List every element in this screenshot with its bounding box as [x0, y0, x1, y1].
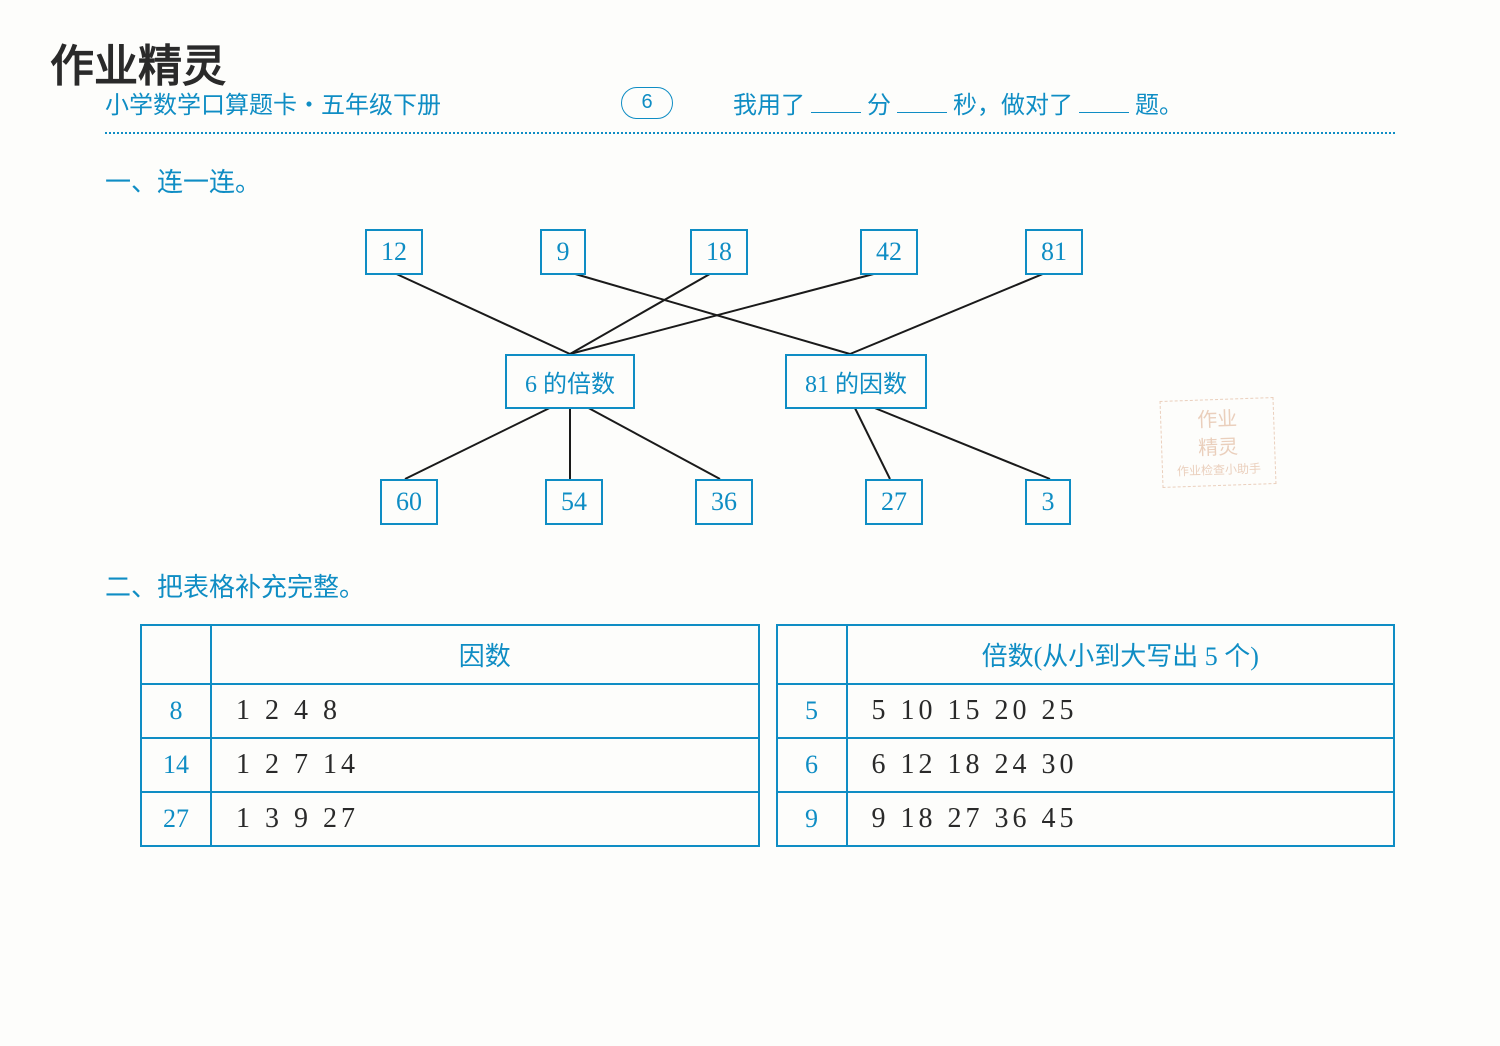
node-n42: 42: [860, 229, 918, 275]
th-blank-left: [141, 625, 211, 684]
left-number: 14: [141, 738, 211, 792]
left-number: 27: [141, 792, 211, 846]
node-n81: 81: [1025, 229, 1083, 275]
node-m6: 6 的倍数: [505, 354, 635, 409]
edge-n18-m6: [570, 271, 715, 354]
th-blank-right: [777, 625, 847, 684]
table-row: 141 2 7 14 66 12 18 24 30: [141, 738, 1394, 792]
left-number: 8: [141, 684, 211, 738]
right-answer: 9 18 27 36 45: [847, 792, 1395, 846]
edge-n12-m6: [390, 271, 570, 354]
score-line: 我用了 分 秒，做对了 题。: [733, 85, 1440, 120]
table-gap: [759, 738, 777, 792]
section2-title: 二、把表格补充完整。: [105, 567, 1440, 604]
right-number: 6: [777, 738, 847, 792]
factors-multiples-table: 因数倍数(从小到大写出 5 个)81 2 4 855 10 15 20 2514…: [140, 624, 1395, 847]
table-row: 271 3 9 27 99 18 27 36 45: [141, 792, 1394, 846]
table-row: 81 2 4 8 55 10 15 20 25: [141, 684, 1394, 738]
node-n27: 27: [865, 479, 923, 525]
minute-label: 分: [867, 85, 891, 120]
node-n18: 18: [690, 229, 748, 275]
node-f81: 81 的因数: [785, 354, 927, 409]
edge-m6-n36: [570, 398, 720, 479]
minutes-blank: [811, 91, 861, 113]
th-factors: 因数: [211, 625, 759, 684]
edge-n81-f81: [850, 271, 1050, 354]
left-answer: 1 2 7 14: [211, 738, 759, 792]
edge-m6-n60: [405, 398, 570, 479]
node-n3: 3: [1025, 479, 1071, 525]
left-answer: 1 2 4 8: [211, 684, 759, 738]
edge-n9-f81: [565, 271, 850, 354]
node-n12: 12: [365, 229, 423, 275]
watermark: 作业 精灵 作业检查小助手: [1160, 397, 1277, 488]
node-n54: 54: [545, 479, 603, 525]
section1-title: 一、连一连。: [105, 162, 1440, 199]
page-number-badge: 6: [621, 87, 673, 119]
node-n60: 60: [380, 479, 438, 525]
table-container: 因数倍数(从小到大写出 5 个)81 2 4 855 10 15 20 2514…: [140, 624, 1395, 847]
matching-diagram: 作业 精灵 作业检查小助手 12 9 18 42 81 6 的倍数 81 的因数 60 54 36…: [105, 219, 1395, 539]
header-divider: [105, 132, 1395, 134]
right-answer: 6 12 18 24 30: [847, 738, 1395, 792]
watermark-line3: 作业检查小助手: [1177, 461, 1262, 481]
edge-f81-n3: [850, 398, 1050, 479]
watermark-line2: 精灵: [1198, 436, 1239, 459]
second-label: 秒，做对了: [953, 85, 1073, 120]
th-multiples: 倍数(从小到大写出 5 个): [847, 625, 1395, 684]
handwritten-title: 作业精灵: [50, 30, 226, 94]
page-header: 小学数学口算题卡・五年级下册 6 我用了 分 秒，做对了 题。: [105, 85, 1440, 120]
edge-f81-n27: [850, 398, 890, 479]
table-gap: [759, 792, 777, 846]
right-number: 5: [777, 684, 847, 738]
right-answer: 5 10 15 20 25: [847, 684, 1395, 738]
seconds-blank: [897, 91, 947, 113]
right-number: 9: [777, 792, 847, 846]
left-answer: 1 3 9 27: [211, 792, 759, 846]
correct-blank: [1079, 91, 1129, 113]
edge-n42-m6: [570, 271, 885, 354]
watermark-line1: 作业: [1197, 408, 1238, 431]
table-gap: [759, 684, 777, 738]
node-n9: 9: [540, 229, 586, 275]
time-prefix: 我用了: [733, 85, 805, 120]
table-gap: [759, 625, 777, 684]
node-n36: 36: [695, 479, 753, 525]
question-suffix: 题。: [1135, 85, 1183, 120]
